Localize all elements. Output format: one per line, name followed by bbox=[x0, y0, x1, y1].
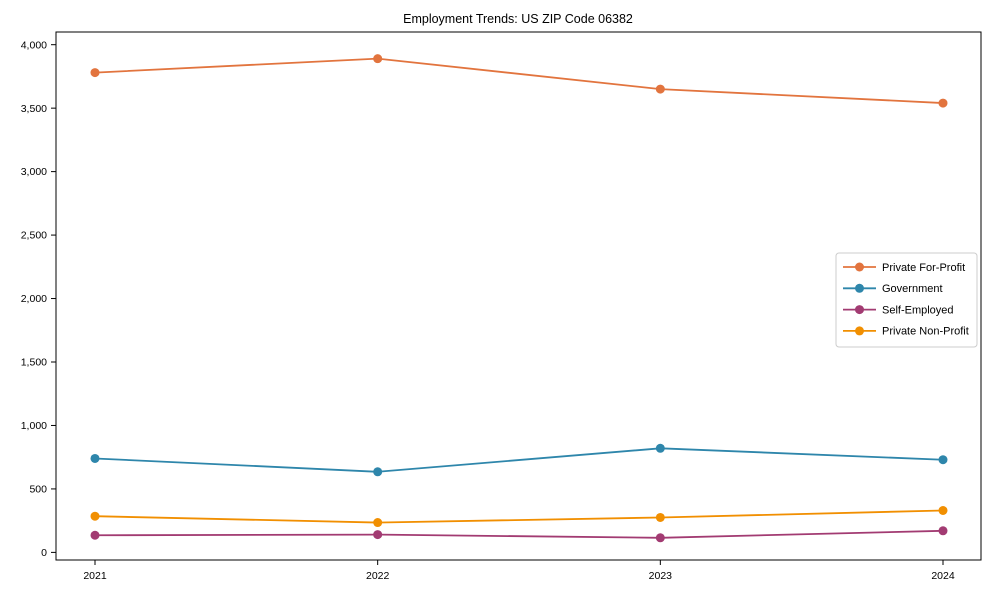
data-point-government-2022 bbox=[373, 467, 383, 477]
x-tick-label: 2023 bbox=[649, 570, 673, 582]
data-point-private-for-profit-2022 bbox=[373, 54, 383, 64]
legend-label: Private For-Profit bbox=[882, 262, 965, 274]
data-point-private-for-profit-2021 bbox=[90, 68, 100, 78]
legend-label: Government bbox=[882, 283, 943, 295]
y-tick-label: 0 bbox=[41, 547, 47, 559]
x-tick-label: 2024 bbox=[931, 570, 955, 582]
legend-swatch-marker bbox=[855, 283, 864, 293]
y-tick-label: 1,000 bbox=[21, 420, 47, 432]
data-point-self-employed-2023 bbox=[655, 533, 665, 543]
legend-swatch-marker bbox=[855, 326, 864, 336]
data-point-private-non-profit-2023 bbox=[655, 512, 665, 522]
chart-title: Employment Trends: US ZIP Code 06382 bbox=[403, 12, 633, 26]
data-point-government-2024 bbox=[938, 455, 948, 465]
data-point-self-employed-2021 bbox=[90, 530, 100, 540]
y-tick-label: 2,000 bbox=[21, 293, 47, 305]
y-tick-label: 3,000 bbox=[21, 166, 47, 178]
series-line-private-non-profit bbox=[94, 509, 944, 524]
data-point-private-non-profit-2021 bbox=[90, 511, 100, 521]
plot-border bbox=[55, 31, 982, 561]
legend-item-government: Government bbox=[843, 283, 943, 295]
legend-item-self-employed: Self-Employed bbox=[843, 304, 954, 316]
y-tick-label: 3,500 bbox=[21, 103, 47, 115]
data-point-private-for-profit-2023 bbox=[655, 84, 665, 94]
y-tick-label: 500 bbox=[29, 484, 47, 496]
legend-item-private-non-profit: Private Non-Profit bbox=[843, 326, 969, 338]
data-point-self-employed-2024 bbox=[938, 526, 948, 536]
legend-swatch-marker bbox=[855, 305, 864, 315]
legend-item-private-for-profit: Private For-Profit bbox=[843, 262, 965, 274]
y-tick-label: 4,000 bbox=[21, 39, 47, 51]
x-tick-label: 2022 bbox=[366, 570, 390, 582]
series-line-private-for-profit bbox=[94, 57, 944, 104]
legend-label: Private Non-Profit bbox=[882, 326, 969, 338]
legend: Private For-Profit Government Self-Employe… bbox=[835, 252, 978, 348]
data-point-government-2021 bbox=[90, 453, 100, 463]
y-tick-label: 1,500 bbox=[21, 357, 47, 369]
data-point-self-employed-2022 bbox=[373, 530, 383, 540]
x-tick-label: 2021 bbox=[83, 570, 107, 582]
data-point-private-non-profit-2024 bbox=[938, 506, 948, 515]
legend-box bbox=[835, 252, 978, 348]
legend-label: Self-Employed bbox=[882, 304, 954, 316]
data-point-government-2023 bbox=[655, 443, 665, 453]
series-line-government bbox=[94, 447, 944, 473]
y-tick-label: 2,500 bbox=[21, 230, 47, 242]
data-point-private-for-profit-2024 bbox=[938, 98, 948, 108]
series-line-self-employed bbox=[94, 529, 944, 539]
legend-swatch-marker bbox=[855, 262, 864, 272]
data-point-private-non-profit-2022 bbox=[373, 518, 383, 528]
